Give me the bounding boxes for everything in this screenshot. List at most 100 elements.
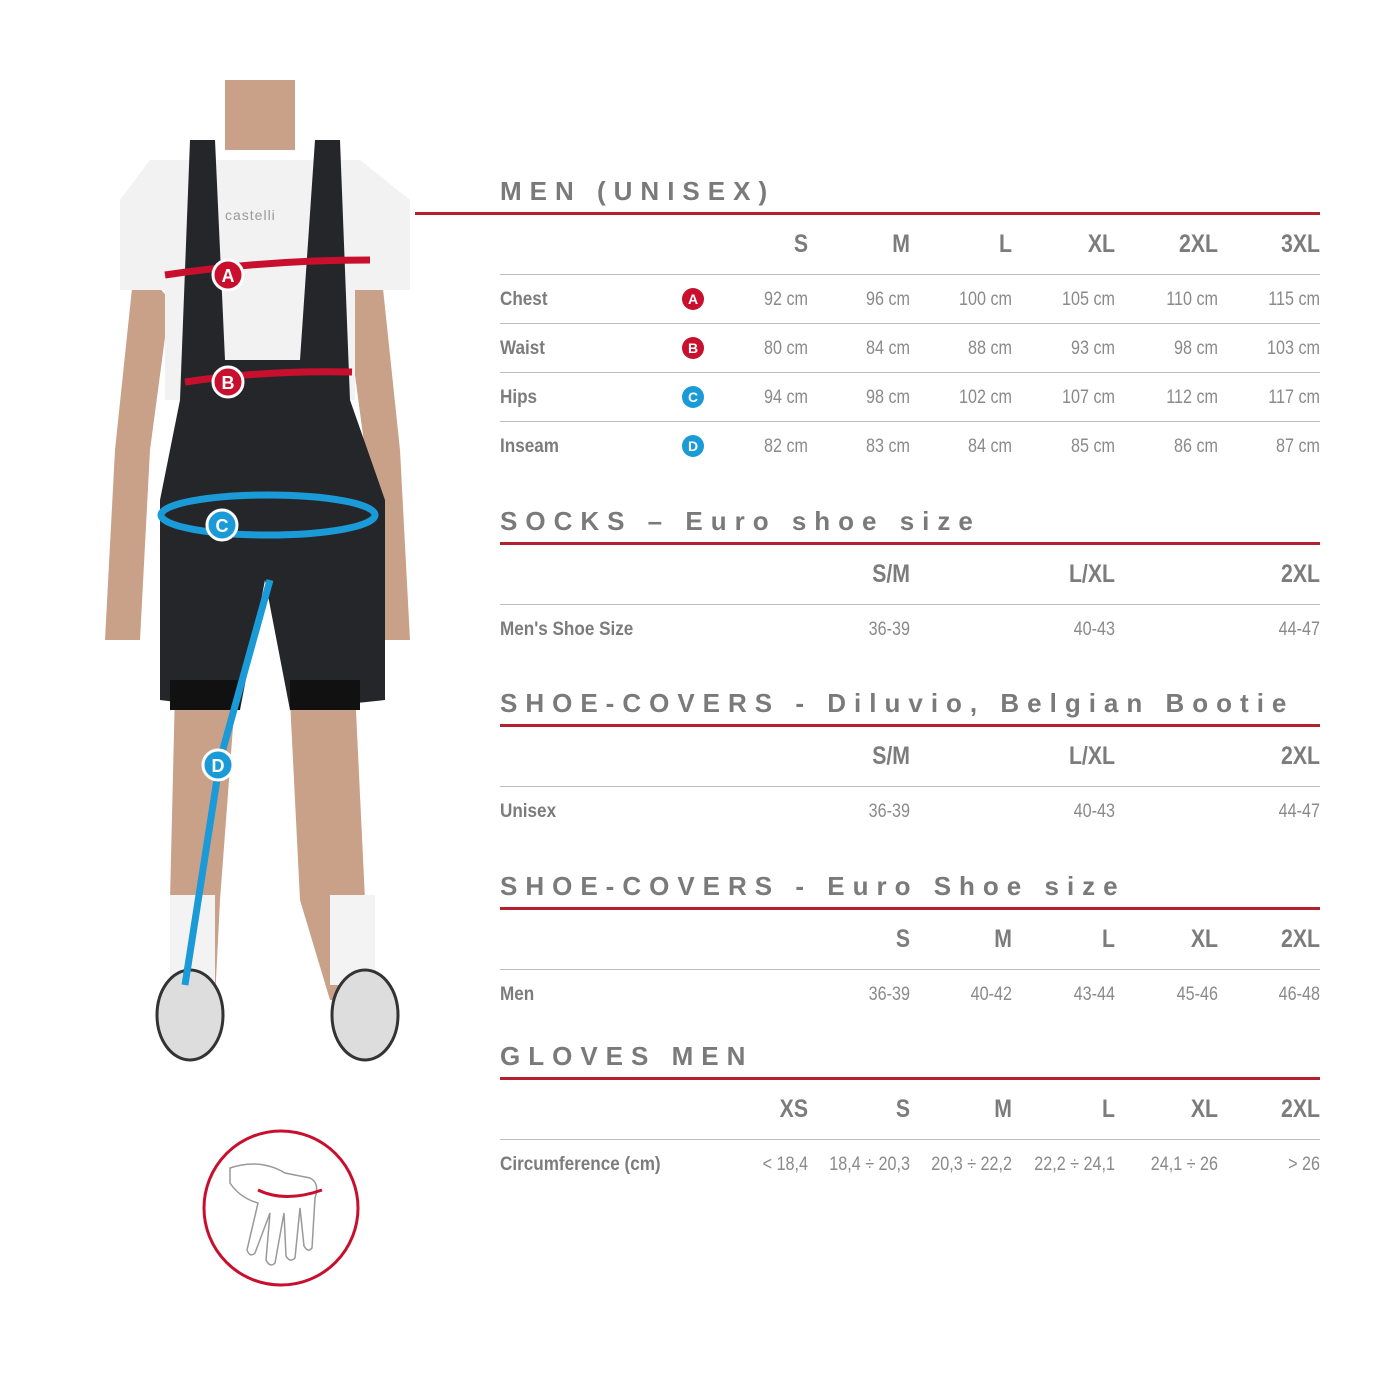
size-value: 84 cm xyxy=(968,436,1012,457)
marker-b xyxy=(211,365,245,399)
size-value: 83 cm xyxy=(866,436,910,457)
size-value: 36-39 xyxy=(868,984,910,1005)
section-rule xyxy=(415,212,1320,215)
row-label: Circumference (cm) xyxy=(500,1154,661,1175)
size-header: M xyxy=(994,925,1012,953)
size-value: 102 cm xyxy=(959,387,1012,408)
size-value: 88 cm xyxy=(968,338,1012,359)
size-value: 98 cm xyxy=(866,387,910,408)
size-value: 40-43 xyxy=(1073,619,1115,640)
marker-a xyxy=(211,258,245,292)
row-rule xyxy=(500,421,1320,422)
section-title: MEN (UNISEX) xyxy=(500,176,776,206)
row-label: Men xyxy=(500,984,535,1005)
size-header: S/M xyxy=(872,742,910,770)
size-value: 86 cm xyxy=(1174,436,1218,457)
size-header: S xyxy=(793,230,808,258)
size-header: M xyxy=(994,1095,1012,1123)
size-value: 84 cm xyxy=(866,338,910,359)
header-rule xyxy=(500,274,1320,275)
size-value: 43-44 xyxy=(1073,984,1115,1005)
size-value: 36-39 xyxy=(868,619,910,640)
size-header: L xyxy=(1102,925,1115,953)
marker-badge: A xyxy=(682,288,704,310)
size-header: XL xyxy=(1190,1095,1218,1123)
section-rule xyxy=(500,1077,1320,1080)
section-rule xyxy=(500,724,1320,727)
size-value: 45-46 xyxy=(1176,984,1218,1005)
size-value: 105 cm xyxy=(1062,289,1115,310)
size-value: 110 cm xyxy=(1166,289,1218,310)
section-title: GLOVES MEN xyxy=(500,1041,754,1071)
size-header: S/M xyxy=(872,560,910,588)
row-label: Men's Shoe Size xyxy=(500,619,634,640)
size-value: 18,4 ÷ 20,3 xyxy=(829,1154,910,1175)
marker-badge: B xyxy=(682,337,704,359)
marker-c-label: C xyxy=(216,516,229,536)
header-rule xyxy=(500,969,1320,970)
size-header: S xyxy=(895,925,910,953)
size-header: 2XL xyxy=(1281,742,1320,770)
size-header: S xyxy=(895,1095,910,1123)
size-value: 85 cm xyxy=(1071,436,1115,457)
size-header: XL xyxy=(1087,230,1115,258)
row-label: Hips xyxy=(500,387,538,408)
model-figure: castelli A B C D xyxy=(105,80,410,1062)
header-rule xyxy=(500,786,1320,787)
size-value: 46-48 xyxy=(1278,984,1320,1005)
glove-measure-icon xyxy=(202,1129,360,1287)
section-rule xyxy=(500,542,1320,545)
size-value: 87 cm xyxy=(1276,436,1320,457)
row-label: Chest xyxy=(500,289,548,310)
size-value: 100 cm xyxy=(959,289,1012,310)
size-value: 22,2 ÷ 24,1 xyxy=(1034,1154,1115,1175)
marker-badge: C xyxy=(682,386,704,408)
size-header: 2XL xyxy=(1281,1095,1320,1123)
size-header: M xyxy=(892,230,910,258)
section-rule xyxy=(500,907,1320,910)
header-rule xyxy=(500,604,1320,605)
section-title: SHOE-COVERS - Diluvio, Belgian Bootie xyxy=(500,688,1295,718)
size-value: > 26 xyxy=(1288,1154,1320,1175)
header-rule xyxy=(500,1139,1320,1140)
size-header: 3XL xyxy=(1281,230,1320,258)
size-header: 2XL xyxy=(1179,230,1218,258)
size-value: 40-43 xyxy=(1073,801,1115,822)
size-header: 2XL xyxy=(1281,560,1320,588)
size-header: XS xyxy=(779,1095,808,1123)
row-label: Unisex xyxy=(500,801,557,822)
marker-b-label: B xyxy=(222,373,235,393)
size-value: 36-39 xyxy=(868,801,910,822)
size-header: XL xyxy=(1190,925,1218,953)
size-value: 103 cm xyxy=(1267,338,1320,359)
size-value: 96 cm xyxy=(866,289,910,310)
size-header: L/XL xyxy=(1068,560,1115,588)
row-label: Inseam xyxy=(500,436,559,457)
size-value: 24,1 ÷ 26 xyxy=(1150,1154,1218,1175)
size-value: 92 cm xyxy=(764,289,808,310)
size-value: 44-47 xyxy=(1278,619,1320,640)
size-value: 20,3 ÷ 22,2 xyxy=(931,1154,1012,1175)
size-value: 112 cm xyxy=(1166,387,1218,408)
size-header: 2XL xyxy=(1281,925,1320,953)
row-rule xyxy=(500,372,1320,373)
size-value: 94 cm xyxy=(764,387,808,408)
size-value: 93 cm xyxy=(1071,338,1115,359)
marker-badge: D xyxy=(682,435,704,457)
size-header: L/XL xyxy=(1068,742,1115,770)
marker-d xyxy=(201,748,235,782)
section-title: SOCKS – Euro shoe size xyxy=(500,506,981,536)
castelli-logo: castelli xyxy=(225,207,276,223)
size-value: 117 cm xyxy=(1268,387,1320,408)
marker-d-label: D xyxy=(212,756,225,776)
size-value: 44-47 xyxy=(1278,801,1320,822)
size-value: < 18,4 xyxy=(762,1154,808,1175)
row-label: Waist xyxy=(500,338,545,359)
size-value: 115 cm xyxy=(1268,289,1320,310)
marker-c xyxy=(205,508,239,542)
size-header: L xyxy=(999,230,1012,258)
marker-a-label: A xyxy=(222,266,235,286)
row-rule xyxy=(500,323,1320,324)
section-title: SHOE-COVERS - Euro Shoe size xyxy=(500,871,1126,901)
size-value: 82 cm xyxy=(764,436,808,457)
